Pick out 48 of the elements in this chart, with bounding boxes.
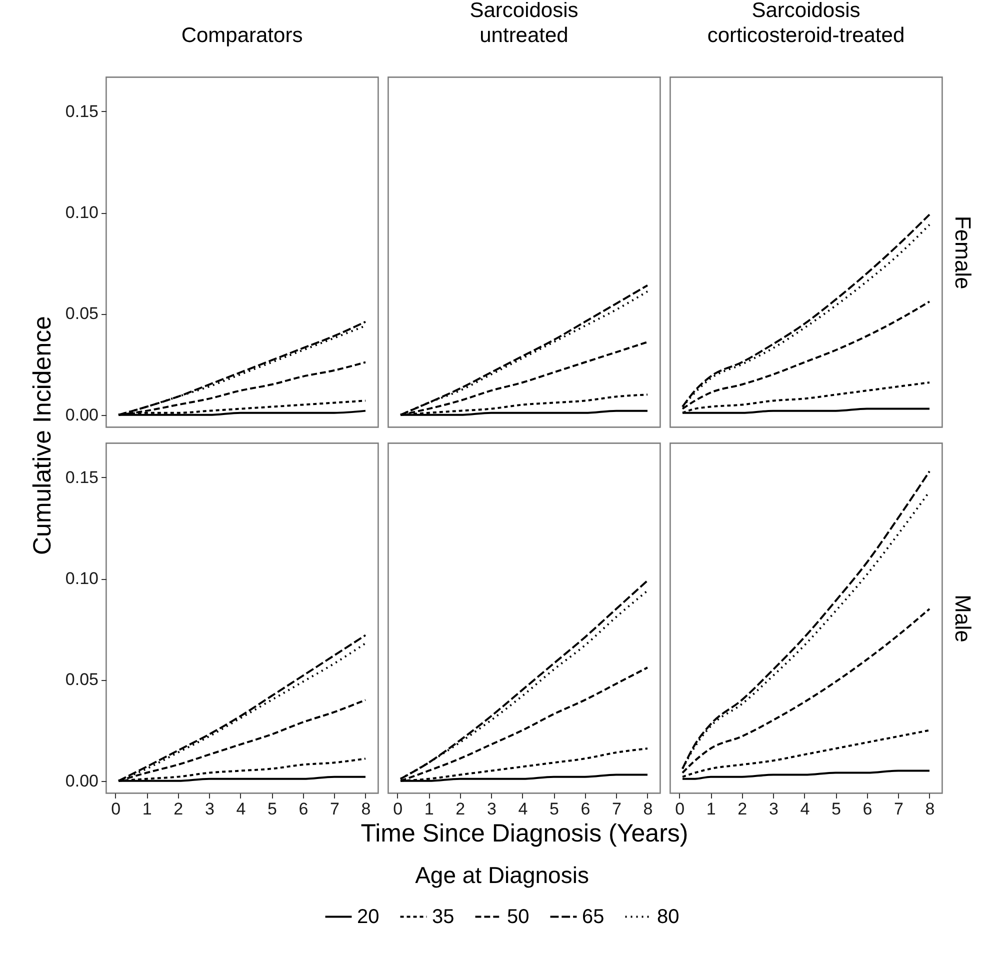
x-tick-label: 0 (675, 800, 685, 818)
y-tick-label: 0.00 (65, 771, 98, 790)
x-tick-label: 2 (174, 800, 184, 818)
x-tick-label: 2 (738, 800, 748, 818)
legend-label: 50 (507, 906, 530, 928)
y-tick-label: 0.10 (65, 569, 98, 588)
chart-title: Sarcoidosis untreated (470, 0, 578, 47)
x-tick-label: 6 (298, 800, 308, 818)
x-tick-label: 3 (768, 800, 778, 818)
x-tick-label: 5 (831, 800, 841, 818)
y-tick-label: 0.05 (65, 670, 98, 690)
x-tick-label: 5 (549, 800, 559, 818)
x-tick-label: 3 (204, 800, 214, 818)
x-tick-label: 8 (361, 800, 371, 818)
chart-title: Comparators (181, 24, 303, 47)
x-tick-label: 1 (706, 800, 716, 818)
legend-label: 65 (582, 906, 604, 928)
y-tick-label: 0.15 (65, 468, 98, 487)
x-tick-label: 2 (456, 800, 466, 818)
x-axis-title: Time Since Diagnosis (Years) (360, 820, 688, 848)
x-tick-label: 6 (580, 800, 590, 818)
y2-axis-title: Female (950, 216, 976, 290)
x-tick-label: 6 (862, 800, 872, 818)
y-tick-label: 0.05 (65, 304, 98, 324)
x-tick-label: 8 (925, 800, 935, 818)
x-tick-label: 5 (267, 800, 277, 818)
x-tick-label: 0 (111, 800, 121, 818)
x-tick-label: 4 (236, 800, 246, 818)
x-tick-label: 7 (330, 800, 340, 818)
chart-title: Sarcoidosis corticosteroid-treated (707, 0, 905, 47)
x-tick-label: 4 (518, 800, 528, 818)
x-tick-label: 7 (612, 800, 622, 818)
x-tick-label: 3 (486, 800, 496, 818)
y2-axis-title: Male (950, 594, 976, 642)
x-tick-label: 8 (643, 800, 653, 818)
x-tick-label: 1 (424, 800, 434, 818)
legend-label: 80 (657, 906, 680, 928)
legend-label: 35 (432, 906, 454, 928)
y-axis-title: Cumulative Incidence (28, 316, 56, 556)
x-tick-label: 1 (142, 800, 152, 818)
x-tick-label: 4 (800, 800, 810, 818)
legend-label: 20 (357, 906, 380, 928)
y-tick-label: 0.00 (65, 405, 98, 424)
legend-title: Age at Diagnosis (415, 862, 589, 888)
x-tick-label: 0 (393, 800, 403, 818)
y-tick-label: 0.15 (65, 102, 98, 121)
y-tick-label: 0.10 (65, 203, 98, 222)
x-tick-label: 7 (894, 800, 904, 818)
